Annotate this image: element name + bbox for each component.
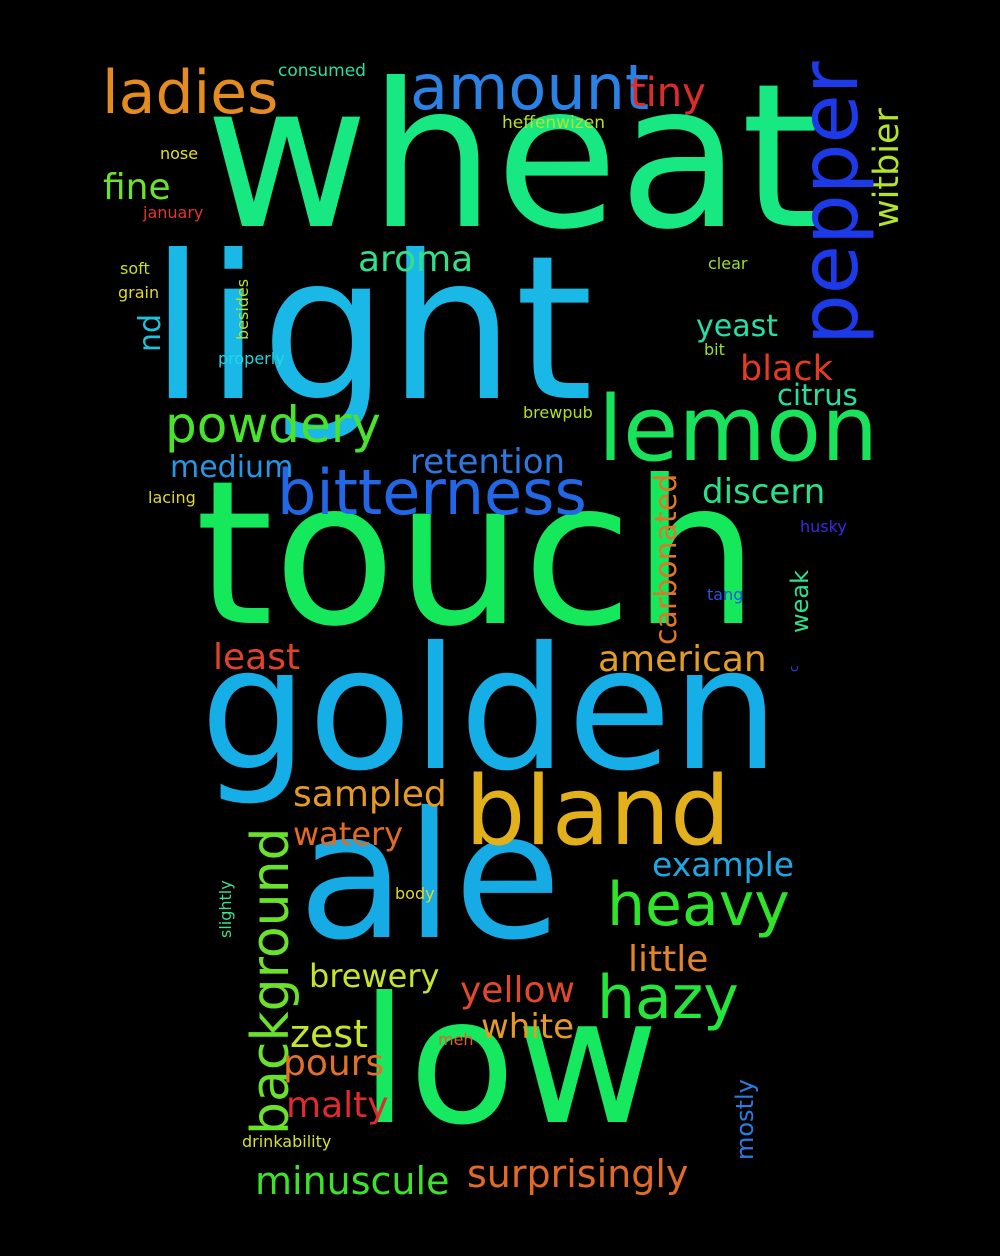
word-carbonated: carbonated bbox=[649, 473, 684, 645]
word-bitterness: bitterness bbox=[277, 456, 587, 529]
word-black: black bbox=[740, 349, 833, 389]
word-brewery: brewery bbox=[309, 957, 440, 995]
word-light: light bbox=[150, 213, 594, 446]
word-american: american bbox=[598, 639, 767, 680]
word-citrus: citrus bbox=[777, 378, 858, 412]
word-heavy: heavy bbox=[607, 870, 790, 940]
word-brewpub: brewpub bbox=[523, 403, 593, 422]
word-low: low bbox=[360, 961, 659, 1164]
word-malty: malty bbox=[286, 1085, 389, 1126]
word-ale: ale bbox=[298, 776, 562, 979]
word-example: example bbox=[652, 845, 795, 884]
word-consumed: consumed bbox=[278, 61, 366, 81]
word-tiny: tiny bbox=[630, 70, 706, 116]
word-powdery: powdery bbox=[165, 396, 381, 454]
word-yellow: yellow bbox=[460, 970, 575, 1011]
word-pepper: pepper bbox=[783, 61, 876, 345]
word-nd: nd bbox=[133, 313, 168, 352]
word-meh: meh bbox=[438, 1030, 474, 1049]
word-touch: touch bbox=[195, 438, 760, 671]
word-least: least bbox=[213, 637, 301, 678]
word-yeast: yeast bbox=[696, 309, 778, 344]
word-clear: clear bbox=[708, 254, 748, 273]
word-body: body bbox=[395, 884, 435, 903]
word-hazy: hazy bbox=[597, 963, 739, 1033]
word-lacing: lacing bbox=[148, 488, 196, 507]
word-fine: fine bbox=[103, 167, 171, 208]
word-husky: husky bbox=[800, 517, 847, 536]
word-amount: amount bbox=[410, 51, 650, 124]
word-bit: bit bbox=[704, 340, 725, 359]
word-aroma: aroma bbox=[358, 239, 474, 280]
word-witbier: witbier bbox=[867, 108, 907, 228]
word-ladies: ladies bbox=[102, 58, 279, 128]
word-pours: pours bbox=[283, 1043, 385, 1084]
word-watery: watery bbox=[293, 815, 404, 853]
word-slightly: slightly bbox=[216, 880, 235, 938]
word-january: january bbox=[143, 203, 204, 222]
word-besides: besides bbox=[233, 278, 252, 340]
word-grain: grain bbox=[118, 283, 160, 302]
word-white: white bbox=[481, 1007, 575, 1047]
word-retention: retention bbox=[410, 442, 566, 482]
word-wheat: wheat bbox=[205, 41, 820, 274]
word-bland: bland bbox=[465, 757, 731, 867]
word-mostly: mostly bbox=[731, 1079, 759, 1160]
word-zest: zest bbox=[290, 1012, 369, 1056]
word-discern: discern bbox=[702, 472, 826, 512]
word-heffenwizen: heffenwizen bbox=[502, 113, 605, 133]
word-minuscule: minuscule bbox=[255, 1159, 450, 1203]
word-lemon: lemon bbox=[598, 377, 879, 482]
word-weak: weak bbox=[786, 570, 814, 633]
word-properly: properly bbox=[218, 349, 285, 368]
word-little: little bbox=[628, 939, 709, 980]
word-surprisingly: surprisingly bbox=[467, 1152, 689, 1196]
word-golden: golden bbox=[200, 611, 780, 809]
word-medium: medium bbox=[170, 450, 294, 485]
word-tang: tang bbox=[707, 585, 744, 604]
word-drinkability: drinkability bbox=[242, 1132, 332, 1151]
word-soft: soft bbox=[120, 259, 150, 278]
word-nose: nose bbox=[160, 144, 199, 163]
word-c: c bbox=[787, 665, 801, 672]
word-sampled: sampled bbox=[293, 774, 447, 815]
